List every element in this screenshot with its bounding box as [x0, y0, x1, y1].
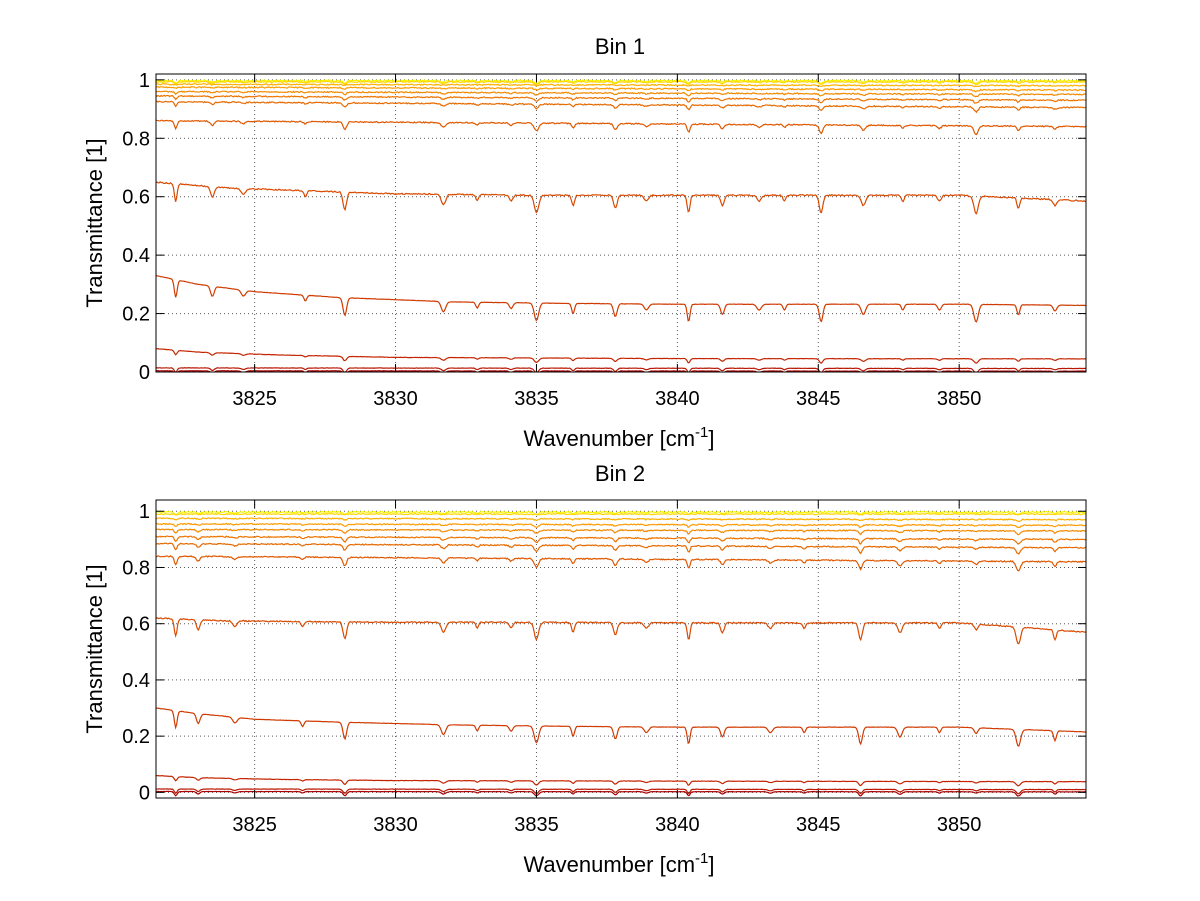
bin-2-x-tick-label: 3830 [373, 814, 418, 836]
bin-2-y-tick-label: 0.4 [122, 670, 150, 692]
bin-2-series-2 [156, 512, 1086, 516]
bin-1-series-2 [156, 80, 1086, 86]
bin-1-series-13 [156, 370, 1086, 372]
bin-2-series-9 [156, 616, 1086, 645]
bin-2-series-group [156, 510, 1086, 797]
bin-2-plot-area [156, 500, 1086, 798]
bin-1-y-tick-label: 0.2 [122, 304, 150, 326]
bin-1-panel: 3825 3830 3835 3840 3845 3850 0 0.2 0.4 0.6 0.8 1 Bi… [82, 34, 1087, 451]
bin-1-y-tick-label: 0.6 [122, 187, 150, 209]
bin-2-x-tick-label: 3840 [655, 814, 700, 836]
bin-1-title: Bin 1 [595, 34, 645, 59]
bin-1-x-tick-label: 3835 [514, 388, 559, 410]
bin-2-title: Bin 2 [595, 461, 645, 486]
bin-2-x-axis-label: Wavenumber [cm-1] [523, 850, 714, 877]
bin-1-x-tick-label: 3850 [937, 388, 982, 410]
bin-2-series-4 [156, 522, 1086, 529]
bin-1-x-tick-label: 3840 [655, 388, 700, 410]
bin-1-series-3 [156, 83, 1086, 88]
bin-2-y-tick-label: 0.8 [122, 557, 150, 579]
bin-1-series-9 [156, 181, 1086, 215]
bin-1-x-tick-label: 3830 [373, 388, 418, 410]
bin-1-series-10 [156, 275, 1086, 323]
bin-2-y-tick-label: 0.6 [122, 614, 150, 636]
bin-2-x-tick-label: 3845 [796, 814, 841, 836]
bin-1-series-1 [156, 79, 1086, 85]
bin-1-y-axis-label: Transmittance [1] [82, 138, 107, 307]
bin-2-series-5 [156, 528, 1086, 536]
bin-2-x-tick-label: 3850 [937, 814, 982, 836]
bin-1-plot-area [156, 74, 1086, 372]
bin-2-y-tick-label: 0.2 [122, 726, 150, 748]
bin-2-series-11 [156, 774, 1086, 787]
bin-2-series-3 [156, 517, 1086, 523]
bin-1-series-8 [156, 119, 1086, 136]
bin-1-y-tick-label: 0.4 [122, 245, 150, 267]
bin-2-series-7 [156, 542, 1086, 555]
bin-1-series-6 [156, 94, 1086, 104]
bin-2-x-tick-label: 3825 [232, 814, 277, 836]
bin-1-series-7 [156, 100, 1086, 114]
bin-1-axes-box [155, 73, 1087, 373]
bin-2-series-1 [156, 510, 1086, 516]
bin-2-series-10 [156, 707, 1086, 747]
bin-2-series-13 [156, 790, 1086, 797]
bin-2-series-6 [156, 535, 1086, 545]
bin-1-series-4 [156, 85, 1086, 93]
bin-1-x-tick-label: 3845 [796, 388, 841, 410]
bin-2-axes-box [155, 499, 1087, 799]
bin-1-y-tick-label: 0.8 [122, 128, 150, 150]
bin-2-y-tick-label: 1 [139, 501, 150, 523]
bin-2-panel: 3825 3830 3835 3840 3845 3850 0 0.2 0.4 0.6 0.8 1 Bi… [82, 461, 1087, 877]
bin-1-x-axis-label: Wavenumber [cm-1] [523, 424, 714, 451]
bin-1-series-12 [156, 367, 1086, 372]
bin-2-x-tick-label: 3835 [514, 814, 559, 836]
bin-1-x-tick-label: 3825 [232, 388, 277, 410]
bin-1-y-tick-label: 0 [139, 362, 150, 384]
bin-1-series-5 [156, 90, 1086, 98]
bin-1-series-11 [156, 348, 1086, 364]
bin-1-y-tick-label: 1 [139, 70, 150, 92]
bin-1-series-group [156, 79, 1086, 372]
bin-2-y-axis-label: Transmittance [1] [82, 564, 107, 733]
bin-2-y-tick-label: 0 [139, 782, 150, 804]
bin-2-series-12 [156, 788, 1086, 795]
bin-2-series-8 [156, 555, 1086, 572]
